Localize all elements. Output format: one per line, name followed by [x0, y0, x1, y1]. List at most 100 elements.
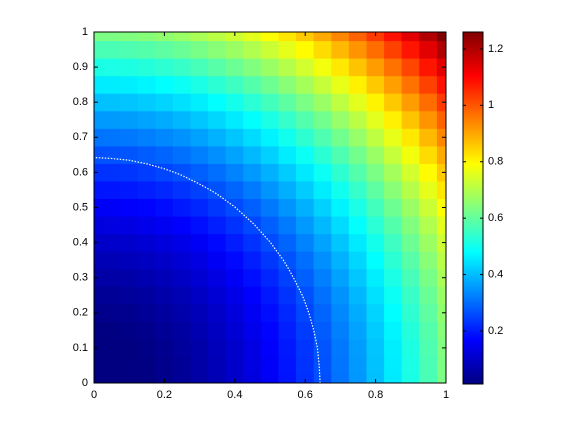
cell [348, 110, 368, 129]
cell [120, 215, 139, 235]
cell [208, 356, 227, 375]
cell [243, 198, 262, 217]
cell [296, 180, 315, 200]
contour-line [93, 156, 321, 384]
cell [120, 180, 139, 200]
cell [348, 128, 368, 147]
cell [419, 373, 438, 384]
cell [296, 163, 315, 182]
cell [260, 251, 280, 270]
y-tick-label: 0.2 [73, 307, 88, 319]
colorbar-tick-label: 0.6 [488, 212, 503, 224]
cell [348, 75, 368, 94]
cell [260, 128, 280, 147]
cell [190, 286, 209, 305]
cell [384, 93, 403, 112]
cell [419, 163, 438, 182]
cell [331, 198, 350, 217]
cell [419, 58, 438, 77]
cell [225, 145, 244, 164]
cell [296, 251, 315, 270]
cell [419, 40, 438, 59]
cell [348, 251, 368, 270]
colorbar-tick-label: 0.2 [488, 325, 503, 337]
cell [243, 93, 262, 112]
cell [331, 286, 350, 305]
cell [436, 145, 447, 164]
cell [137, 93, 156, 112]
cell [190, 233, 209, 252]
cell [102, 338, 121, 357]
cell [243, 373, 262, 384]
cell [419, 338, 438, 357]
cell [401, 110, 420, 129]
cell [120, 251, 139, 270]
cell [401, 321, 420, 340]
cell [313, 321, 332, 340]
cell [278, 75, 297, 94]
cell [190, 321, 209, 340]
cell [102, 145, 121, 164]
cell [278, 286, 297, 305]
cell [208, 31, 227, 42]
cell [190, 31, 209, 42]
cell [331, 163, 350, 182]
cell [348, 338, 368, 357]
cell [331, 110, 350, 129]
x-tick-label: 0 [91, 389, 97, 401]
cell [102, 286, 121, 305]
cell [225, 321, 244, 340]
cell [260, 286, 280, 305]
cell [137, 180, 156, 200]
cell [137, 215, 156, 235]
cell [401, 198, 420, 217]
cell [208, 303, 227, 322]
cell [313, 93, 332, 112]
cell [296, 215, 315, 235]
cell [384, 338, 403, 357]
cell [155, 198, 174, 217]
cell [366, 286, 385, 305]
y-tick-label: 0.9 [73, 61, 88, 73]
cell [155, 321, 174, 340]
cell [260, 75, 280, 94]
cell [401, 338, 420, 357]
cell [208, 215, 227, 235]
cell [401, 163, 420, 182]
cell [278, 128, 297, 147]
cell [296, 145, 315, 164]
cell [366, 338, 385, 357]
cell [331, 303, 350, 322]
cell [296, 128, 315, 147]
cell [260, 303, 280, 322]
cell [436, 31, 447, 42]
cell [102, 31, 121, 42]
cell [208, 233, 227, 252]
cell [366, 163, 385, 182]
cell [366, 128, 385, 147]
cell [260, 215, 280, 235]
y-tick-label: 0.8 [73, 96, 88, 108]
cell [172, 321, 192, 340]
cell [313, 128, 332, 147]
cell [278, 338, 297, 357]
cell [260, 110, 280, 129]
cell [260, 373, 280, 384]
cell [225, 356, 244, 375]
cell [348, 180, 368, 200]
cell [278, 93, 297, 112]
cell [93, 180, 104, 200]
cell [190, 110, 209, 129]
cell [208, 58, 227, 77]
cell [348, 373, 368, 384]
cell [348, 58, 368, 77]
cell [419, 128, 438, 147]
y-tick-label: 1 [82, 26, 88, 38]
cell [172, 251, 192, 270]
cell [401, 128, 420, 147]
cell [172, 58, 192, 77]
cell [331, 180, 350, 200]
cell [120, 268, 139, 287]
cell [208, 198, 227, 217]
